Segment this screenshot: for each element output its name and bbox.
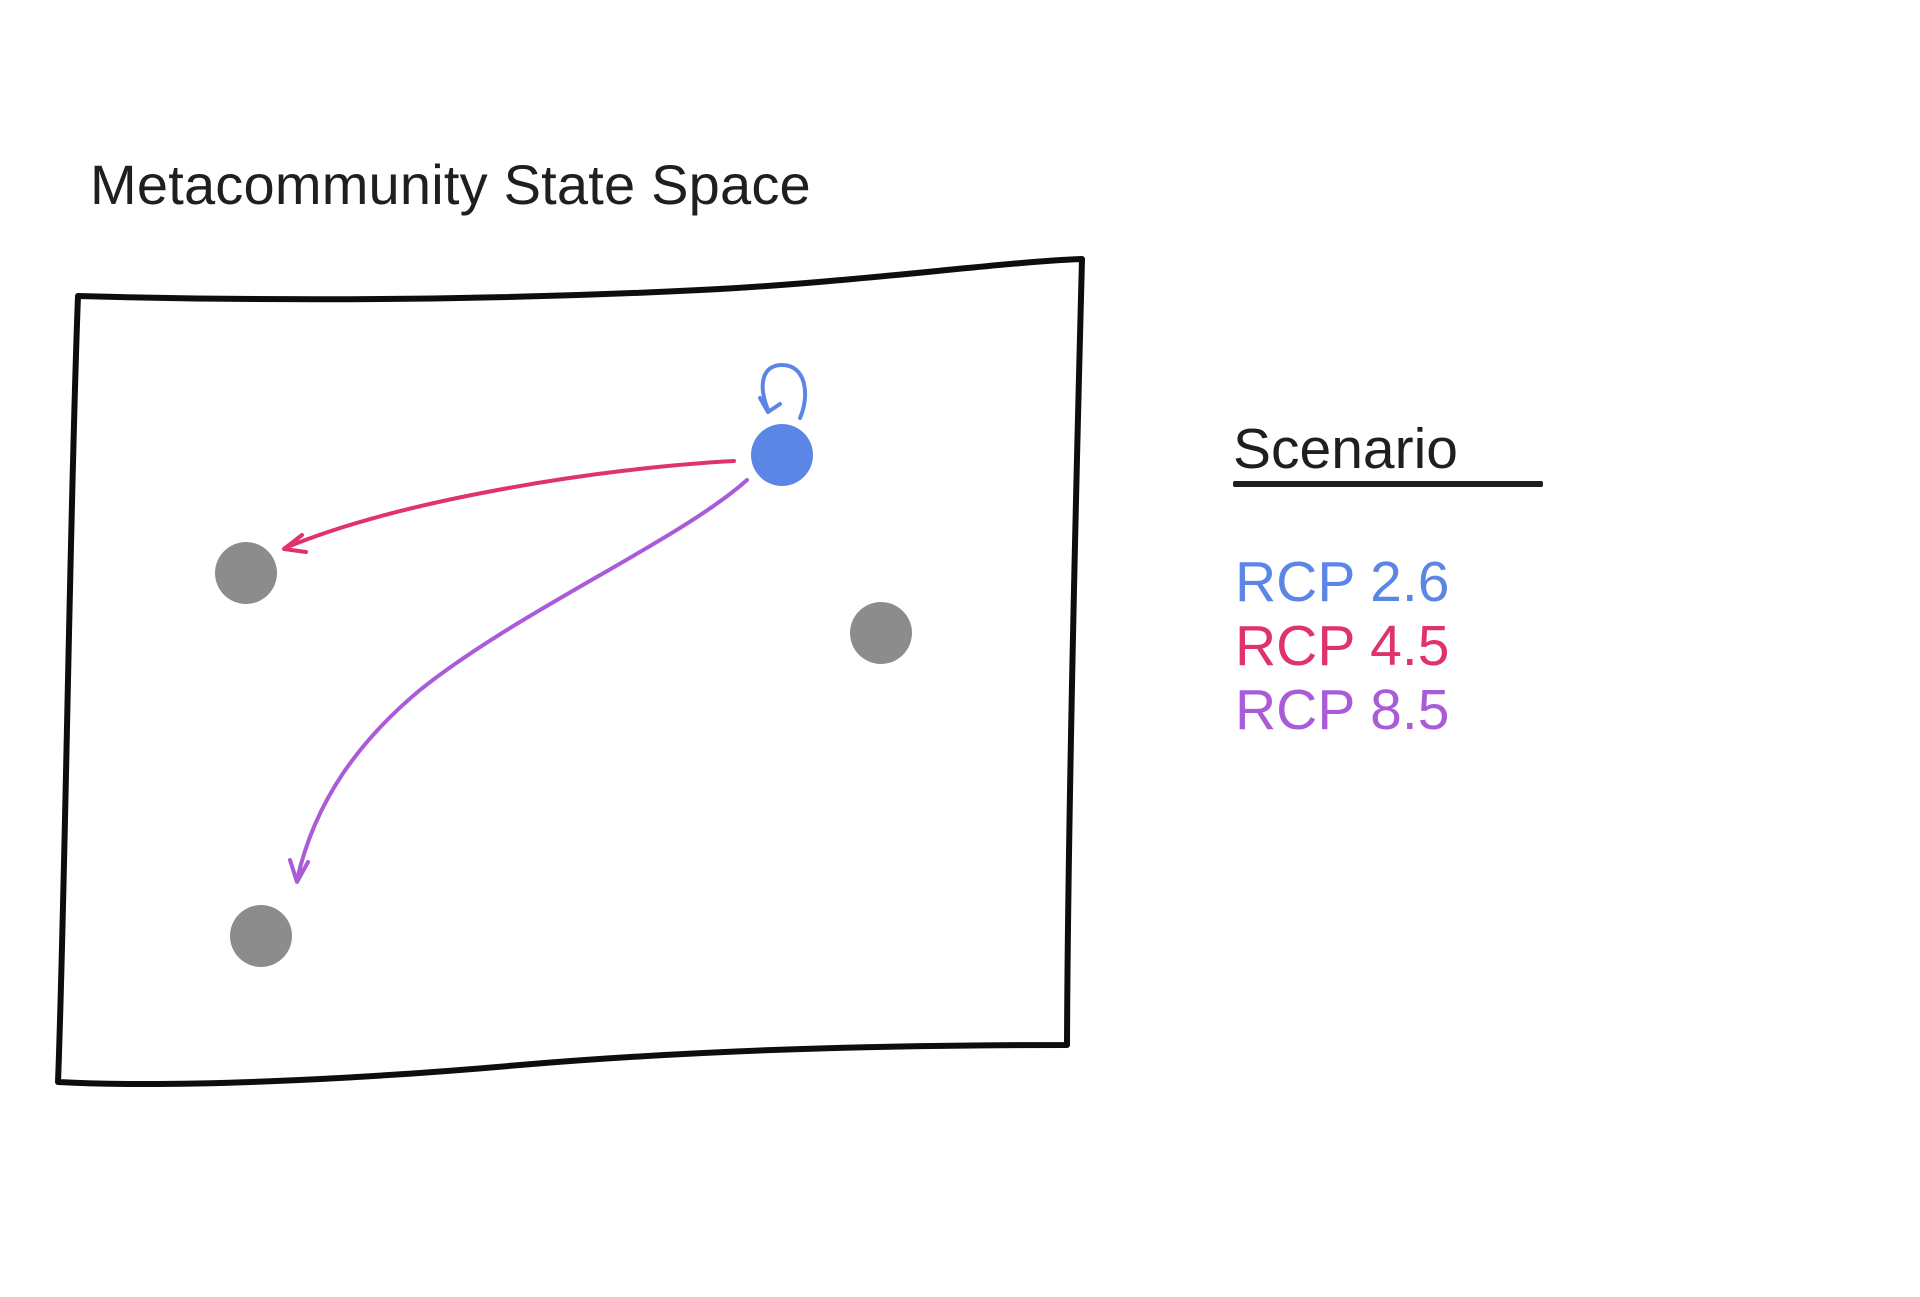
title: Metacommunity State Space xyxy=(90,153,811,216)
legend-item-rcp-8-5: RCP 8.5 xyxy=(1235,678,1450,742)
state-node-bottom-left xyxy=(230,905,292,967)
legend-item-rcp-2-6: RCP 2.6 xyxy=(1235,550,1450,614)
state-space-frame xyxy=(55,256,1085,1088)
legend-underline xyxy=(1233,481,1543,487)
legend-heading: Scenario xyxy=(1233,417,1458,481)
state-node-right xyxy=(850,602,912,664)
arrow-rcp-8-5 xyxy=(288,478,749,884)
legend-item-rcp-4-5: RCP 4.5 xyxy=(1235,614,1450,678)
arrow-rcp-4-5 xyxy=(282,459,736,554)
state-node-left xyxy=(215,542,277,604)
legend-list: RCP 2.6 RCP 4.5 RCP 8.5 xyxy=(1235,550,1449,742)
state-node-current xyxy=(751,424,813,486)
self-loop-arrow xyxy=(758,363,808,420)
